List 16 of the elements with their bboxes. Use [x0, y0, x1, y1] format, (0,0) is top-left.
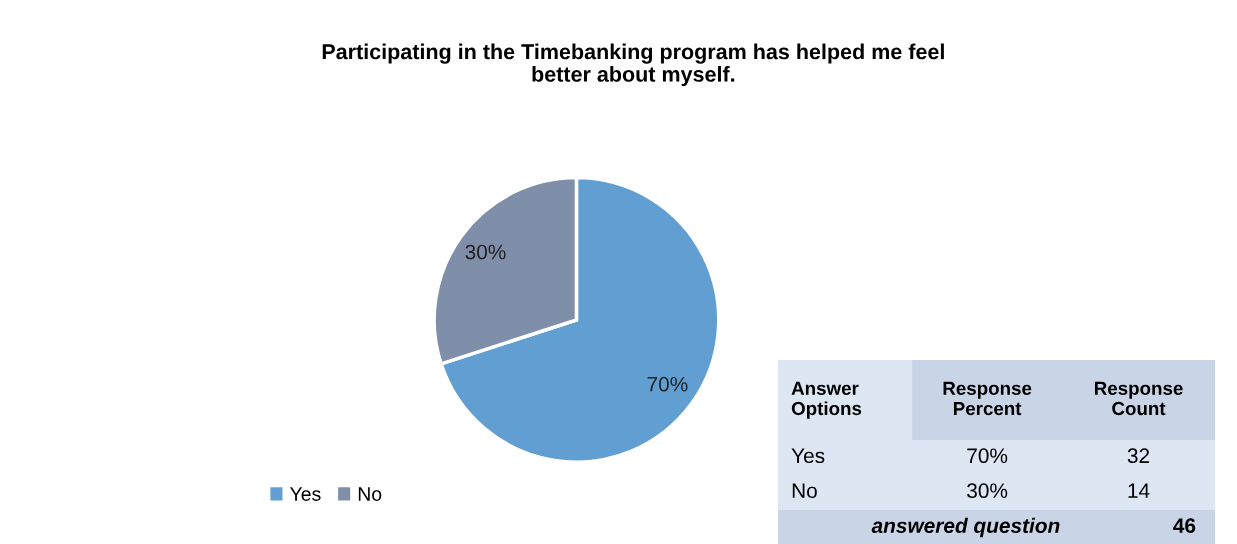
- data-label: 70%: [647, 376, 688, 392]
- text: Yes: [791, 448, 825, 464]
- text: No: [792, 483, 817, 499]
- text: 32: [1127, 448, 1150, 464]
- data-label: 30%: [465, 244, 506, 260]
- text: Response Count: [1094, 381, 1183, 416]
- text: Response Percent: [943, 381, 1032, 416]
- chart-title: Participating in the Timebanking program has helped me feel better about myself.: [322, 43, 944, 87]
- legend-label: No: [358, 487, 382, 501]
- legend-label: Yes: [289, 487, 321, 501]
- text: Answer Options: [791, 381, 862, 419]
- text: 30%: [967, 483, 1008, 499]
- text: 46: [1173, 518, 1196, 534]
- text: answered question: [871, 517, 1060, 538]
- text: 70%: [967, 448, 1008, 464]
- text: 14: [1128, 483, 1150, 498]
